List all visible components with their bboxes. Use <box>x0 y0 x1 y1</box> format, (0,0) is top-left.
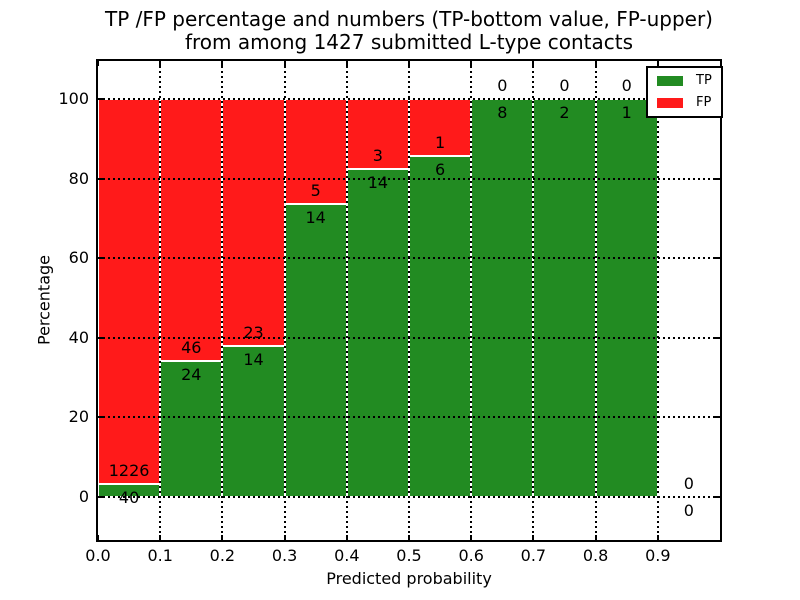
x-tick-label: 0.2 <box>209 546 236 565</box>
x-tick-mark <box>221 61 224 66</box>
y-tick-mark <box>715 257 720 260</box>
x-tick-mark <box>408 535 410 540</box>
x-tick-mark <box>221 535 224 540</box>
tp-count-label: 14 <box>367 173 389 193</box>
x-tick-label: 0.3 <box>271 546 298 565</box>
x-tick-mark <box>594 535 597 540</box>
x-tick-mark <box>283 61 286 66</box>
y-tick-label: 0 <box>78 487 89 507</box>
y-tick-label: 20 <box>68 407 89 427</box>
bar-segment-fp <box>222 99 285 347</box>
x-tick-mark <box>408 61 410 66</box>
chart-title-line2: from among 1427 submitted L-type contact… <box>184 30 634 54</box>
y-tick-mark <box>715 416 720 419</box>
bar-segment-fp <box>98 99 161 485</box>
y-tick-mark <box>98 496 103 499</box>
bar-segment-tp <box>409 156 472 498</box>
plot-area: TP FP 1226 40 46 24 23 14 5 14 3 14 1 6 0 8 0 2 0 1 0 0 <box>96 59 723 542</box>
y-tick-mark <box>715 336 720 339</box>
x-tick-mark <box>159 61 162 66</box>
chart-title-line1: TP /FP percentage and numbers (TP-bottom… <box>105 7 713 31</box>
v-gridline <box>159 61 162 540</box>
v-gridline <box>532 61 535 540</box>
x-tick-mark <box>532 535 535 540</box>
x-tick-label: 0.5 <box>396 546 422 565</box>
y-tick-mark <box>715 496 720 499</box>
fp-count-label: 23 <box>243 323 264 343</box>
v-gridline <box>470 61 473 540</box>
x-tick-label: 0.4 <box>334 546 360 565</box>
tp-count-label: 6 <box>435 160 446 180</box>
y-tick-mark <box>715 177 720 180</box>
x-tick-mark <box>532 61 535 66</box>
x-tick-mark <box>656 535 659 540</box>
y-tick-label: 80 <box>68 168 89 188</box>
bar-segment-tp <box>284 203 347 498</box>
bar-segment-tp <box>471 99 534 498</box>
tp-count-label: 1 <box>621 103 632 123</box>
y-tick-mark <box>98 98 103 101</box>
x-axis-label: Predicted probability <box>326 569 492 588</box>
x-tick-mark <box>470 61 473 66</box>
tp-count-label: 24 <box>181 364 202 384</box>
bar-segment-tp <box>160 360 223 498</box>
y-tick-mark <box>98 177 103 180</box>
x-tick-mark <box>594 61 597 66</box>
x-tick-mark <box>97 535 99 540</box>
fp-count-label: 3 <box>372 146 383 166</box>
x-tick-label: 0.0 <box>85 546 111 565</box>
x-tick-mark <box>159 535 162 540</box>
x-tick-mark <box>97 61 99 66</box>
tp-count-label: 8 <box>497 103 508 123</box>
tp-count-label: 14 <box>305 207 326 227</box>
v-gridline <box>408 61 410 540</box>
bar-segment-tp <box>346 169 409 498</box>
x-tick-mark <box>656 61 659 66</box>
legend-swatch-fp-icon <box>657 98 683 108</box>
fp-count-label: 5 <box>310 180 321 200</box>
y-tick-label: 40 <box>68 327 89 347</box>
x-tick-mark <box>283 535 286 540</box>
v-gridline <box>594 61 597 540</box>
tp-count-label: 14 <box>243 350 264 370</box>
fp-count-label: 1 <box>435 133 446 153</box>
bar-segment-fp <box>284 99 347 204</box>
x-tick-label: 0.9 <box>645 546 671 565</box>
y-tick-label: 100 <box>58 89 89 109</box>
tp-count-label: 2 <box>559 103 570 123</box>
legend-row-tp: TP <box>657 74 712 88</box>
x-tick-label: 0.1 <box>147 546 173 565</box>
x-tick-mark <box>470 535 473 540</box>
bar-segment-fp <box>160 99 223 361</box>
v-gridline <box>283 61 286 540</box>
y-tick-mark <box>98 416 103 419</box>
tp-count-label: 0 <box>683 501 694 521</box>
x-tick-mark <box>345 61 348 66</box>
y-tick-label: 60 <box>68 248 89 268</box>
bar-segment-tp <box>533 99 596 498</box>
fp-count-label: 46 <box>181 337 202 357</box>
fp-count-label: 0 <box>621 76 632 96</box>
legend: TP FP <box>646 66 723 118</box>
x-tick-label: 0.8 <box>582 546 609 565</box>
x-tick-mark <box>345 535 348 540</box>
fp-count-label: 0 <box>497 76 508 96</box>
fp-count-label: 1226 <box>108 461 150 481</box>
x-tick-label: 0.7 <box>520 546 547 565</box>
fp-count-label: 0 <box>559 76 570 96</box>
x-tick-label: 0.6 <box>458 546 484 565</box>
v-gridline <box>656 61 659 540</box>
legend-swatch-tp-icon <box>657 76 683 86</box>
tp-count-label: 40 <box>118 488 140 508</box>
legend-row-fp: FP <box>657 96 712 110</box>
legend-label-tp: TP <box>696 73 712 88</box>
v-gridline <box>221 61 224 540</box>
y-tick-mark <box>98 257 103 260</box>
y-tick-mark <box>98 336 103 339</box>
bar-segment-tp <box>595 99 658 498</box>
v-gridline <box>345 61 348 540</box>
legend-label-fp: FP <box>696 95 712 110</box>
fp-count-label: 0 <box>683 474 694 494</box>
